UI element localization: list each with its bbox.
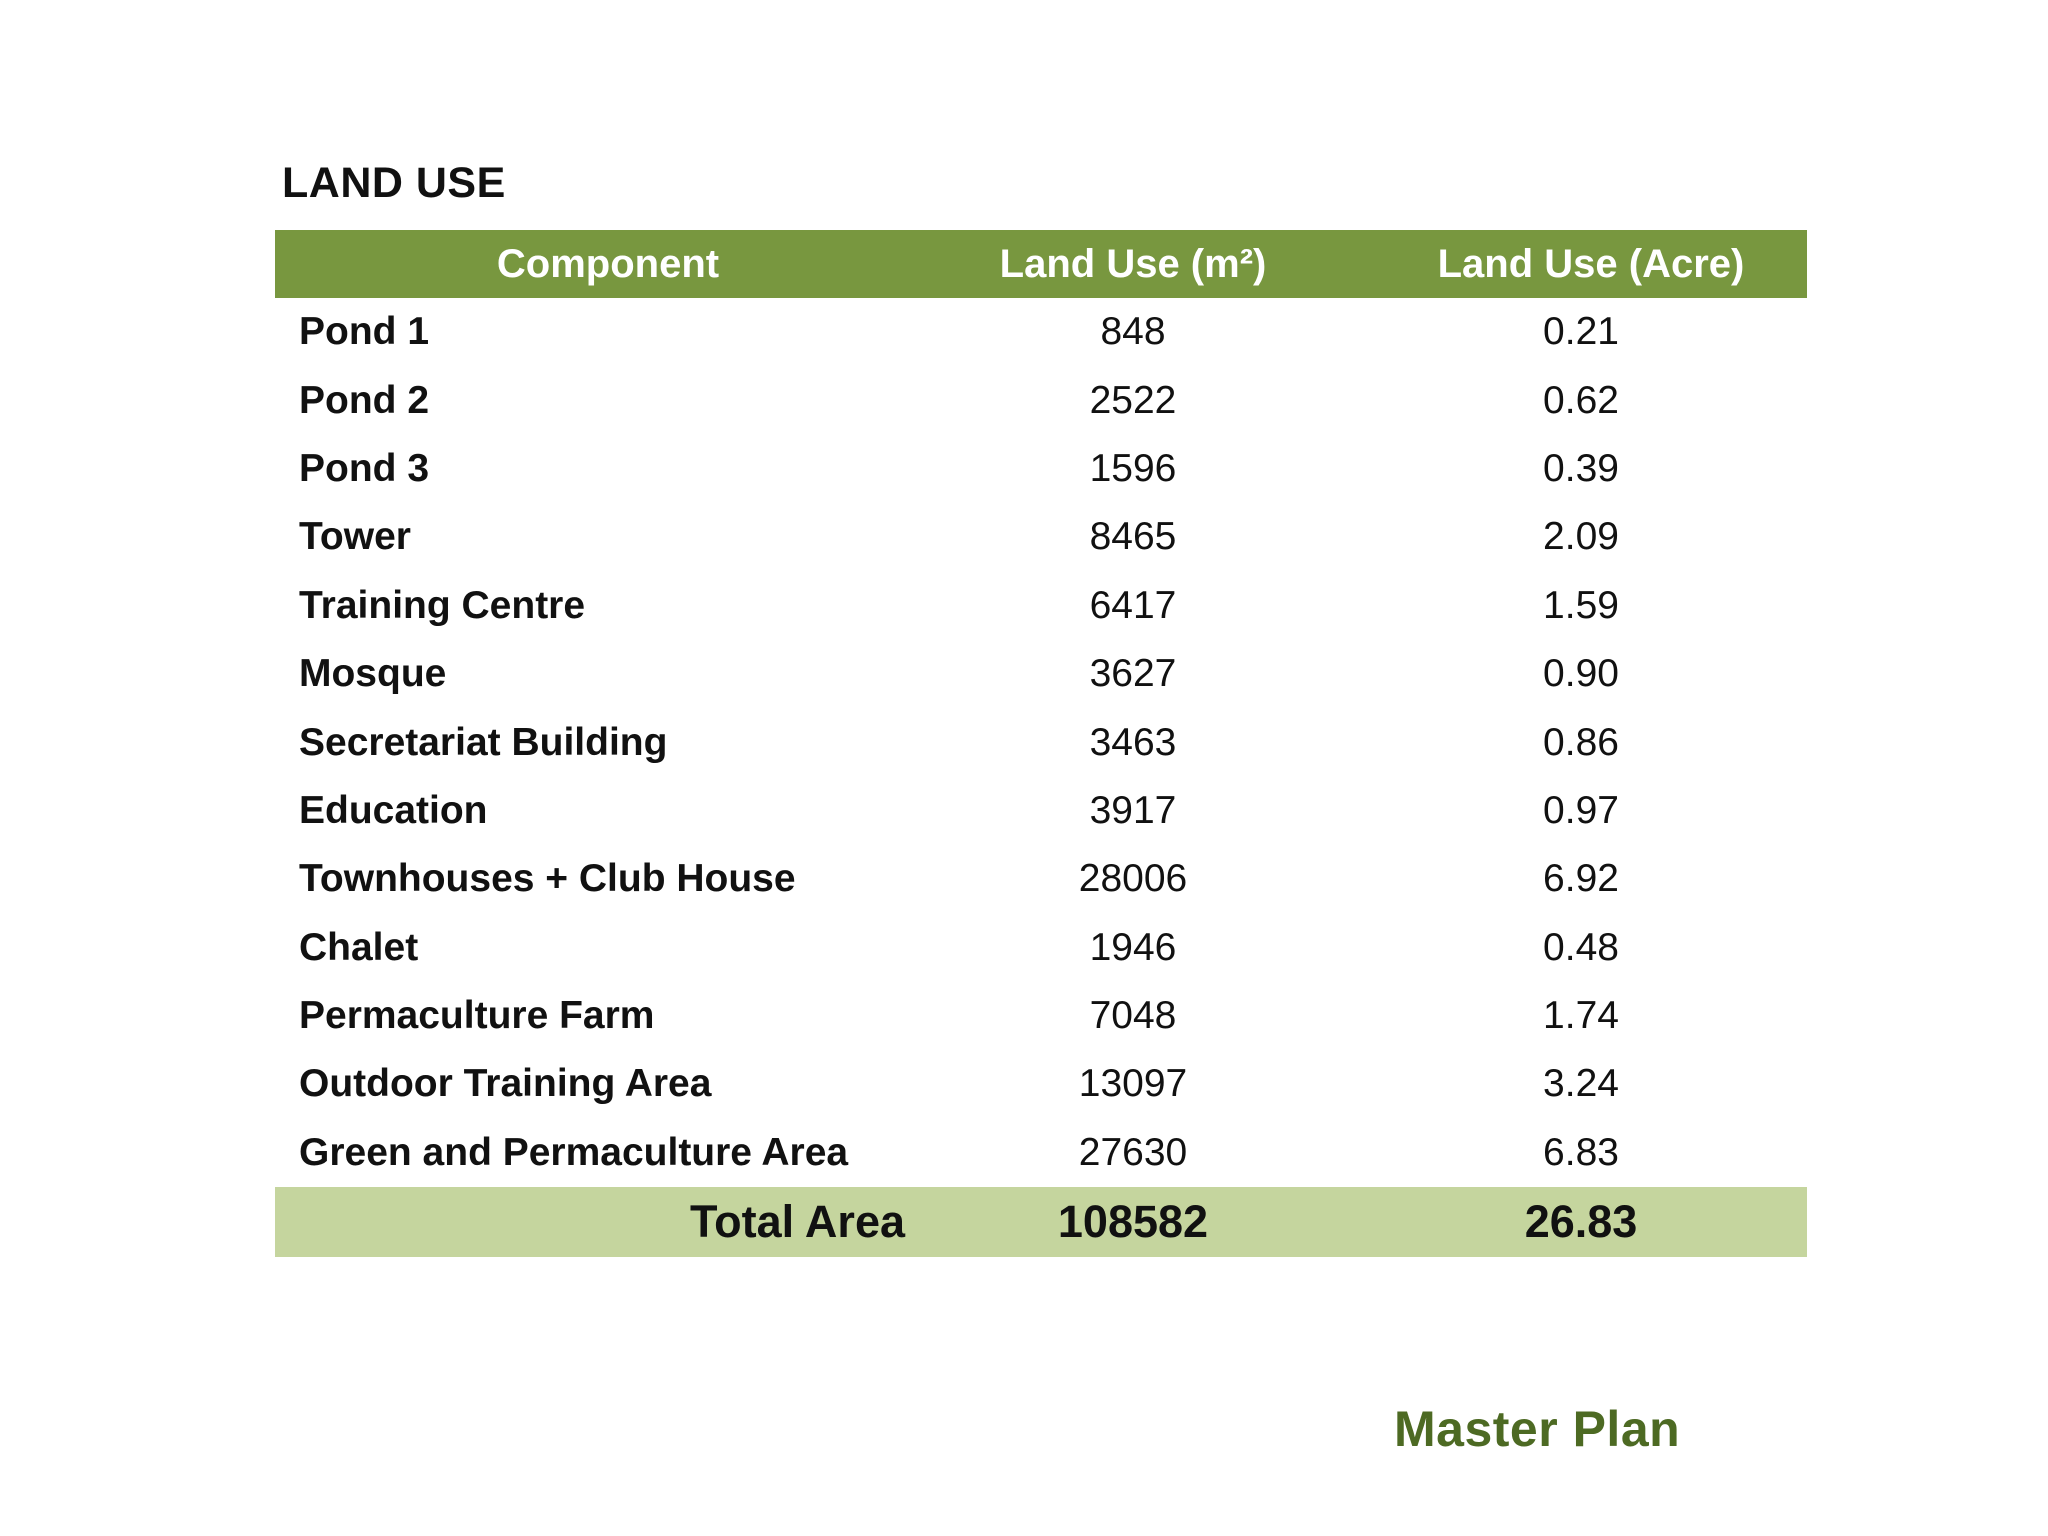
land-use-acre-value: 6.83	[1543, 1130, 1619, 1174]
land-use-m2-value: 6417	[1089, 583, 1177, 627]
component-name: Training Centre	[299, 583, 586, 627]
component-name: Secretariat Building	[299, 720, 668, 764]
land-use-acre-value: 0.90	[1543, 652, 1619, 696]
table-row: Townhouses + Club House 28006 6.92	[275, 845, 1807, 913]
header-land-use-acre: Land Use (Acre)	[1437, 241, 1745, 286]
land-use-m2-value: 2522	[1089, 378, 1177, 422]
land-use-m2-value: 7048	[1089, 994, 1177, 1038]
master-plan-label: Master Plan	[1394, 1401, 1681, 1457]
component-name: Green and Permaculture Area	[299, 1130, 849, 1174]
component-name: Tower	[299, 515, 411, 559]
land-use-m2-value: 13097	[1078, 1062, 1188, 1106]
component-name: Permaculture Farm	[299, 994, 655, 1038]
header-component: Component	[496, 241, 720, 286]
section-title: LAND USE	[282, 159, 506, 207]
land-use-acre-value: 3.24	[1543, 1062, 1619, 1106]
land-use-acre-value: 0.97	[1543, 788, 1619, 832]
table-row: Education 3917 0.97	[275, 777, 1807, 845]
land-use-m2-value: 8465	[1089, 515, 1177, 559]
land-use-acre-value: 1.74	[1543, 994, 1619, 1038]
land-use-m2-value: 27630	[1078, 1130, 1188, 1174]
land-use-table: Component Land Use (m²) Land Use (Acre) …	[275, 230, 1807, 1258]
component-name: Townhouses + Club House	[299, 857, 796, 901]
component-name: Education	[299, 788, 488, 832]
table-row: Pond 3 1596 0.39	[275, 435, 1807, 503]
table-row: Training Centre 6417 1.59	[275, 572, 1807, 640]
land-use-acre-value: 0.86	[1543, 720, 1619, 764]
land-use-m2-value: 3917	[1089, 788, 1177, 832]
component-name: Chalet	[299, 925, 419, 969]
component-name: Outdoor Training Area	[299, 1062, 712, 1106]
component-name: Pond 2	[299, 378, 430, 422]
table-header-row: Component Land Use (m²) Land Use (Acre)	[275, 230, 1807, 298]
table-row: Tower 8465 2.09	[275, 503, 1807, 571]
table-row: Mosque 3627 0.90	[275, 640, 1807, 708]
table-row: Chalet 1946 0.48	[275, 914, 1807, 982]
table-row: Outdoor Training Area 13097 3.24	[275, 1050, 1807, 1118]
land-use-acre-value: 0.21	[1543, 310, 1619, 354]
total-row: Total Area 108582 26.83	[275, 1187, 1807, 1258]
table-row: Green and Permaculture Area 27630 6.83	[275, 1119, 1807, 1187]
table-row: Permaculture Farm 7048 1.74	[275, 982, 1807, 1050]
table-row: Pond 2 2522 0.62	[275, 366, 1807, 434]
total-area-label: Total Area	[689, 1196, 905, 1248]
component-name: Pond 1	[299, 310, 430, 354]
land-use-acre-value: 0.48	[1543, 925, 1619, 969]
land-use-m2-value: 848	[1100, 310, 1166, 354]
land-use-acre-value: 1.59	[1543, 583, 1619, 627]
land-use-m2-value: 28006	[1078, 857, 1188, 901]
land-use-m2-value: 3627	[1089, 652, 1177, 696]
land-use-m2-value: 1596	[1089, 446, 1177, 490]
component-name: Mosque	[299, 652, 447, 696]
land-use-m2-value: 1946	[1089, 925, 1177, 969]
land-use-m2-value: 3463	[1089, 720, 1177, 764]
total-area-m2: 108582	[1057, 1196, 1209, 1248]
land-use-acre-value: 0.62	[1543, 378, 1619, 422]
land-use-acre-value: 6.92	[1543, 857, 1619, 901]
total-area-acre: 26.83	[1524, 1196, 1638, 1248]
component-name: Pond 3	[299, 446, 430, 490]
table-row: Pond 1 848 0.21	[275, 298, 1807, 366]
land-use-acre-value: 0.39	[1543, 446, 1619, 490]
header-land-use-m2: Land Use (m²)	[999, 241, 1267, 286]
land-use-acre-value: 2.09	[1543, 515, 1619, 559]
table-row: Secretariat Building 3463 0.86	[275, 708, 1807, 776]
